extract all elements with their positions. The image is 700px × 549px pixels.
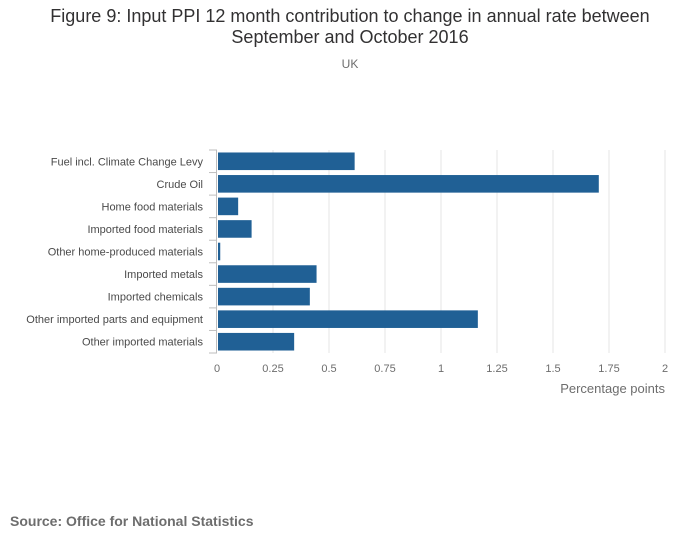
x-tick-label: 2 xyxy=(662,363,668,375)
bar xyxy=(218,242,221,261)
category-label: Other imported parts and equipment xyxy=(26,314,203,326)
x-tick-label: 0.5 xyxy=(321,363,336,375)
category-label: Imported metals xyxy=(124,269,203,281)
chart-subtitle: UK xyxy=(341,57,359,71)
x-tick-label: 0.75 xyxy=(374,363,395,375)
x-tick-label: 1.25 xyxy=(486,363,507,375)
category-label: Imported chemicals xyxy=(108,292,204,304)
bar xyxy=(218,152,355,171)
category-label: Crude Oil xyxy=(157,179,203,191)
x-tick-label: 0 xyxy=(214,363,220,375)
bar xyxy=(218,287,310,306)
bar xyxy=(218,310,478,328)
x-tick-label: 1.5 xyxy=(545,363,560,375)
bar xyxy=(218,175,599,193)
x-tick-label: 1 xyxy=(438,363,444,375)
source-note: Source: Office for National Statistics xyxy=(10,513,254,529)
bar xyxy=(218,332,295,351)
x-tick-label: 0.25 xyxy=(262,363,283,375)
category-label: Imported food materials xyxy=(87,224,203,236)
bar xyxy=(218,265,317,283)
chart-title-line-2: September and October 2016 xyxy=(231,27,469,47)
bar xyxy=(218,220,252,238)
category-label: Fuel incl. Climate Change Levy xyxy=(51,156,204,168)
category-label: Other home-produced materials xyxy=(48,247,204,259)
chart-title-line-1: Figure 9: Input PPI 12 month contributio… xyxy=(50,6,650,26)
category-label: Home food materials xyxy=(102,201,204,213)
chart-title: Figure 9: Input PPI 12 month contributio… xyxy=(0,6,700,48)
x-axis-title: Percentage points xyxy=(560,381,665,396)
x-tick-label: 1.75 xyxy=(598,363,619,375)
category-label: Other imported materials xyxy=(82,337,204,349)
bar xyxy=(218,197,239,216)
